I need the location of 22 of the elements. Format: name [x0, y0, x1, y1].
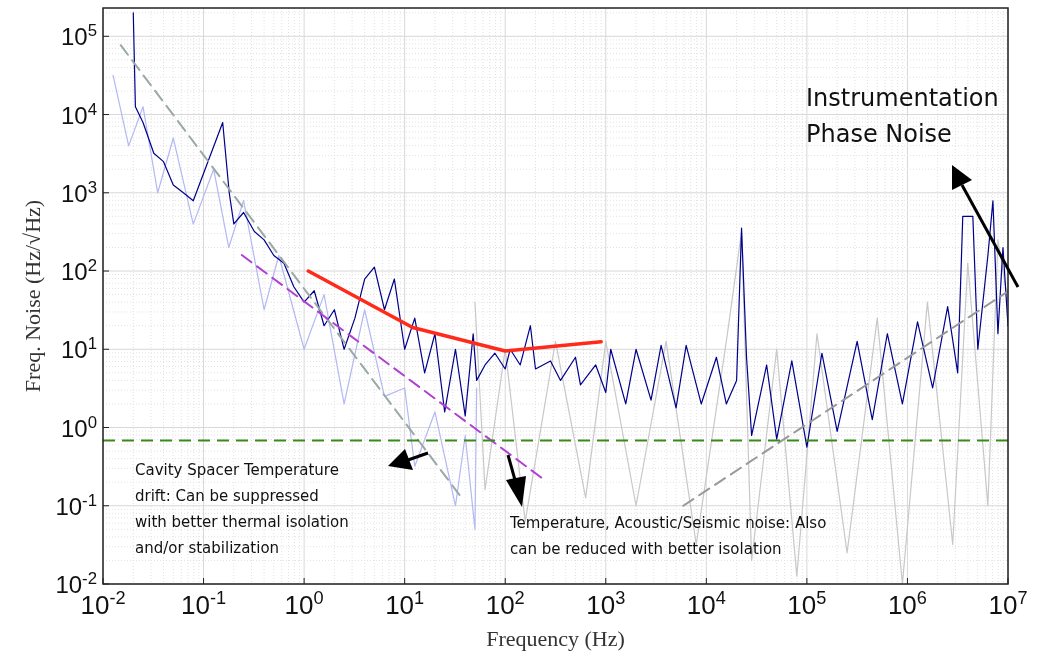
- x-tick-label: 10$^{5}$: [787, 588, 827, 620]
- x-tick-label: 10$^{7}$: [988, 588, 1028, 620]
- x-tick-label: 10$^{0}$: [284, 588, 324, 620]
- y-tick-label: 10$^{1}$: [60, 333, 97, 364]
- x-tick-label: 10$^{4}$: [686, 588, 726, 620]
- x-tick-label: 10$^{6}$: [887, 588, 927, 620]
- x-axis-title: Frequency (Hz): [486, 626, 625, 651]
- annotation: Cavity Spacer Temperature drift: Can be suppressed with better thermal isolation and/or stabilization: [135, 461, 349, 557]
- annotation: Instrumentation Phase Noise: [806, 84, 999, 148]
- y-tick-label: 10$^{3}$: [60, 177, 97, 207]
- annotation: Temperature, Acoustic/Seismic noise: Also can be reduced with better isolation: [509, 514, 827, 558]
- y-tick-label: 10$^{-1}$: [55, 490, 97, 520]
- y-tick-label: 10$^{2}$: [60, 255, 97, 286]
- x-tick-label: 10$^{1}$: [385, 588, 425, 620]
- y-tick-label: 10$^{5}$: [60, 20, 97, 51]
- y-axis-title: Freq. Noise (Hz/√Hz): [20, 199, 45, 393]
- x-tick-label: 10$^{-2}$: [80, 588, 126, 620]
- x-tick-label: 10$^{3}$: [586, 588, 626, 620]
- x-tick-label: 10$^{2}$: [485, 588, 525, 620]
- y-tick-label: 10$^{0}$: [60, 412, 97, 442]
- x-tick-label: 10$^{-1}$: [181, 588, 227, 620]
- y-tick-label: 10$^{4}$: [60, 99, 97, 129]
